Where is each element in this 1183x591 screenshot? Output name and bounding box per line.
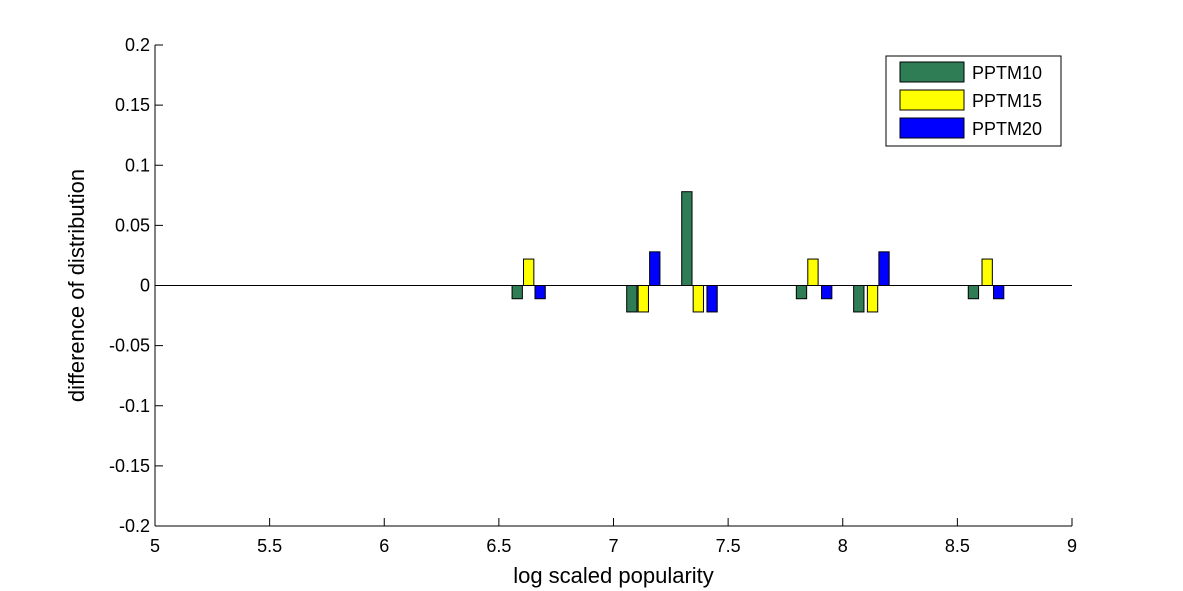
bar-pptm10-0 [511,285,523,300]
bar-pptm20-2 [706,285,718,313]
bar-pptm20-0 [534,285,546,300]
bar-pptm20-5 [992,285,1005,300]
legend-swatch-pptm15 [899,89,965,111]
x-tick-label: 5.5 [257,536,282,556]
x-tick-label: 7.5 [716,536,741,556]
x-tick-label: 5 [150,536,160,556]
bar-pptm10-2 [681,191,693,286]
bar-pptm10-1 [626,285,638,313]
x-tick-label: 8 [838,536,848,556]
y-tick-label: 0 [140,276,150,296]
bar-pptm15-0 [523,258,535,286]
legend-swatch-pptm20 [899,117,965,139]
bar-pptm15-2 [692,285,704,313]
bar-pptm15-3 [807,258,819,286]
x-axis-title: log scaled popularity [513,563,714,588]
bar-pptm10-3 [795,285,808,300]
bar-pptm20-3 [821,285,833,300]
bar-pptm20-1 [649,251,661,286]
legend-swatch-pptm10 [899,61,965,83]
x-tick-label: 6 [379,536,389,556]
y-tick-label: 0.05 [115,215,150,235]
axes: 5 5.5 6 6.5 7 7.5 8 8.5 9 -0.2 -0.15 -0.1 -0.05 0 0.05… [109,35,1077,556]
y-tick-label: -0.1 [119,396,150,416]
legend-label-pptm10: PPTM10 [972,63,1042,83]
y-axis-title: difference of distribution [64,169,89,402]
y-tick-label: 0.1 [125,155,150,175]
y-tick-label: -0.2 [119,516,150,536]
legend-label-pptm15: PPTM15 [972,91,1042,111]
bar-pptm10-4 [853,285,865,313]
legend-label-pptm20: PPTM20 [972,119,1042,139]
bar-pptm15-5 [981,258,993,286]
y-tick-label: -0.15 [109,456,150,476]
bar-pptm15-4 [866,285,879,313]
y-tick-label: -0.05 [109,336,150,356]
x-tick-label: 9 [1067,536,1077,556]
x-tick-label: 6.5 [486,536,511,556]
y-tick-label: 0.2 [125,35,150,55]
bar-pptm15-1 [637,285,649,313]
y-tick-label: 0.15 [115,95,150,115]
x-tick-label: 7 [608,536,618,556]
bar-pptm10-5 [967,285,980,300]
legend: PPTM10 PPTM15 PPTM20 [885,55,1062,147]
bar-pptm20-4 [878,251,890,286]
x-tick-label: 8.5 [945,536,970,556]
